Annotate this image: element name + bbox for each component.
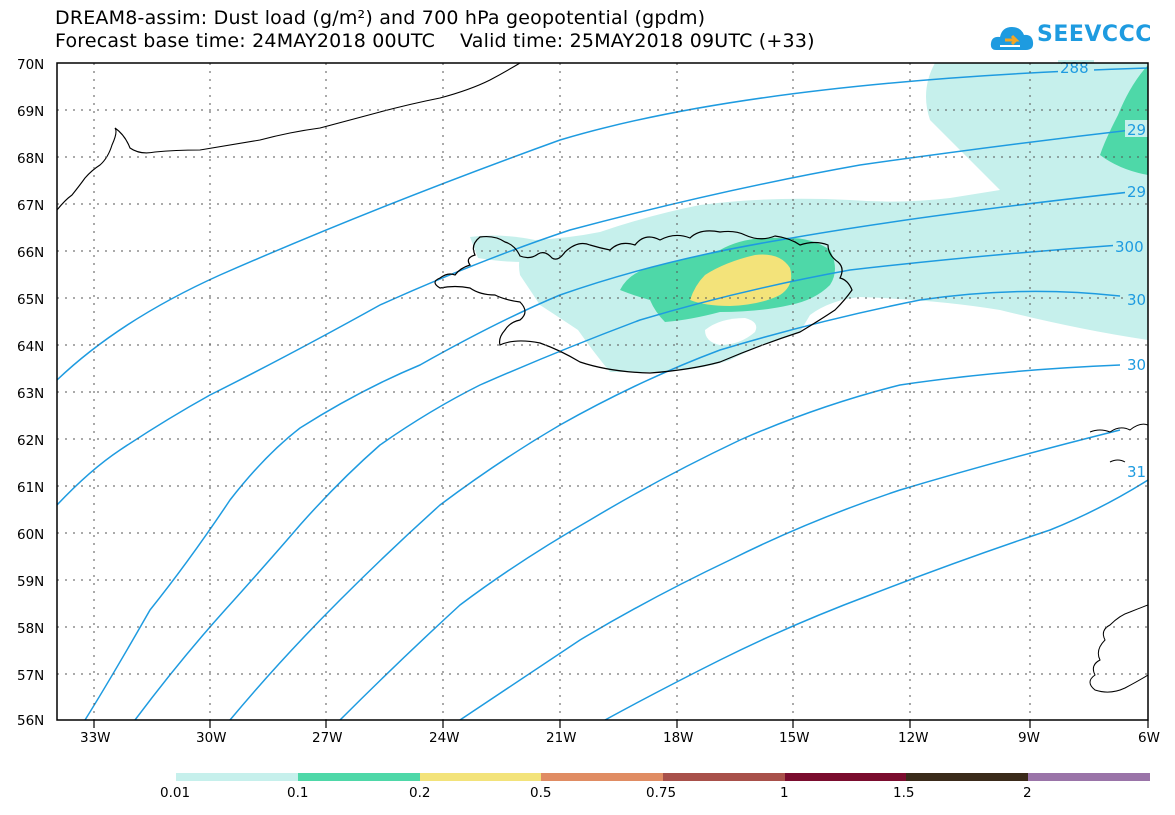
colorbar-swatch <box>176 773 298 781</box>
lon-label: 9W <box>1018 730 1040 746</box>
lat-label: 67N <box>17 198 45 214</box>
lat-label: 69N <box>17 104 45 120</box>
contour-label: 30 <box>1127 291 1146 309</box>
lat-label: 64N <box>17 339 45 355</box>
lon-label: 18W <box>663 730 694 746</box>
colorbar-swatch <box>1028 773 1150 781</box>
faroe-coastline <box>1089 423 1148 463</box>
lat-label: 57N <box>17 668 45 684</box>
colorbar-label: 0.01 <box>160 785 191 801</box>
dust-shade-high <box>690 254 792 306</box>
lon-label: 24W <box>429 730 460 746</box>
contour-line <box>229 290 1121 720</box>
contour-line <box>339 364 1121 720</box>
dust-shade-low-east <box>519 63 1148 372</box>
contour-line <box>604 479 1148 720</box>
colorbar-label: 0.75 <box>646 785 677 801</box>
colorbar-swatch <box>541 773 663 781</box>
lat-label: 58N <box>17 621 45 637</box>
dust-shade-gap <box>705 318 757 345</box>
colorbar-swatch <box>663 773 785 781</box>
lat-label: 65N <box>17 292 45 308</box>
colorbar-label: 0.2 <box>409 785 431 801</box>
contour-label: 31 <box>1127 463 1146 481</box>
lat-label: 62N <box>17 433 45 449</box>
contour-line <box>57 127 1148 506</box>
contour-label: 30 <box>1127 356 1146 374</box>
lon-label: 30W <box>196 730 227 746</box>
colorbar-swatch <box>906 773 1028 781</box>
contour-label: 300 <box>1115 238 1144 256</box>
axis-ticks <box>93 720 1149 728</box>
contour-line <box>134 244 1121 720</box>
lat-label: 60N <box>17 527 45 543</box>
lon-label: 21W <box>546 730 577 746</box>
lat-label: 66N <box>17 245 45 261</box>
lon-label: 27W <box>312 730 343 746</box>
contour-line <box>57 67 1148 381</box>
contour-line <box>84 189 1148 720</box>
dust-shade-mid-ne <box>1100 65 1148 175</box>
colorbar-label: 2 <box>1023 785 1032 801</box>
title-line-2: Forecast base time: 24MAY2018 00UTC Vali… <box>55 30 815 52</box>
lon-label: 33W <box>80 730 111 746</box>
contour-label-group: 288 29 29 300 30 30 31 <box>1058 59 1148 481</box>
map-frame <box>56 62 1149 721</box>
colorbar <box>176 773 1150 781</box>
iceland-coastline <box>434 230 853 374</box>
lat-label: 61N <box>17 480 45 496</box>
colorbar-swatch <box>298 773 420 781</box>
colorbar-label: 0.5 <box>530 785 552 801</box>
lon-label: 12W <box>898 730 929 746</box>
lon-label: 15W <box>779 730 810 746</box>
seevccc-cloud-logo-icon <box>990 27 1034 50</box>
colorbar-label: 0.1 <box>287 785 309 801</box>
lat-label: 70N <box>17 57 45 73</box>
lat-label: 56N <box>17 713 45 729</box>
colorbar-swatch <box>785 773 906 781</box>
scotland-coastline <box>1089 604 1148 693</box>
greenland-coastline <box>57 63 521 211</box>
logo-text: SEEVCCC <box>1037 22 1152 47</box>
contour-label: 29 <box>1127 183 1146 201</box>
contour-line <box>459 429 1121 720</box>
colorbar-label: 1.5 <box>893 785 915 801</box>
lat-label: 59N <box>17 574 45 590</box>
map-gridlines <box>57 63 1148 720</box>
geopotential-contours <box>57 67 1148 720</box>
colorbar-swatch <box>420 773 541 781</box>
lat-label: 68N <box>17 151 45 167</box>
lat-label: 63N <box>17 386 45 402</box>
colorbar-label: 1 <box>780 785 789 801</box>
lon-label: 6W <box>1138 730 1160 746</box>
contour-label: 29 <box>1127 121 1146 139</box>
title-line-1: DREAM8-assim: Dust load (g/m²) and 700 h… <box>55 7 706 29</box>
contour-label: 288 <box>1060 59 1089 77</box>
